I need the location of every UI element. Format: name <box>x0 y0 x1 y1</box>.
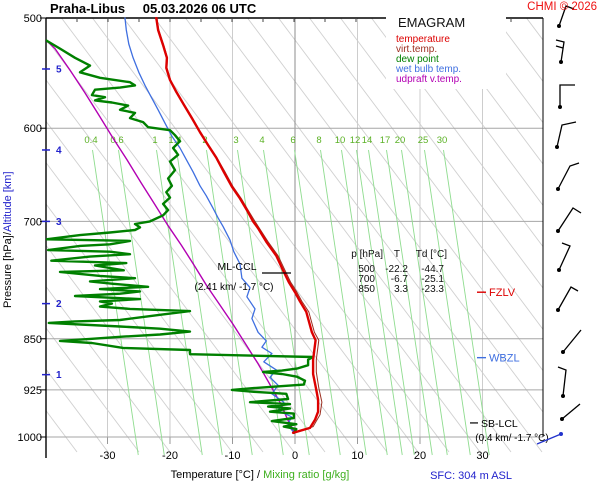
svg-text:4: 4 <box>259 135 264 146</box>
svg-text:-20: -20 <box>162 450 178 462</box>
svg-text:(0.4 km/ -1.7 °C): (0.4 km/ -1.7 °C) <box>475 433 548 444</box>
svg-text:(2.41 km/ -1.7 °C): (2.41 km/ -1.7 °C) <box>194 282 273 293</box>
svg-text:SB-LCL: SB-LCL <box>481 418 518 430</box>
pressure-tick-labels: 500 600 700 850 925 1000 <box>18 13 46 444</box>
chart-title: Praha-Libus 05.03.2026 06 UTC <box>50 1 270 16</box>
svg-text:30: 30 <box>437 135 448 146</box>
svg-text:850: 850 <box>358 284 375 295</box>
svg-text:500: 500 <box>358 264 375 275</box>
x-axis-caption: Temperature [°C] / Mixing ratio [g/kg] <box>170 469 350 481</box>
svg-text:4: 4 <box>56 145 62 156</box>
svg-text:0.4: 0.4 <box>84 135 97 146</box>
svg-text:-23.3: -23.3 <box>421 284 444 295</box>
svg-text:p [hPa]: p [hPa] <box>351 249 383 260</box>
svg-text:5: 5 <box>56 64 62 75</box>
svg-text:20: 20 <box>414 450 426 462</box>
temp-tick-labels: -30 -20 -10 0 10 20 30 <box>100 450 489 462</box>
mixing-ratio-labels: 0.4 0.6 1 1.4 2 3 4 6 8 10 12 14 17 20 25 30 <box>84 135 447 146</box>
y-axis-caption: Pressure [hPa] / Altitude [km] <box>2 171 14 309</box>
svg-text:3: 3 <box>233 135 238 146</box>
svg-text:10: 10 <box>335 135 346 146</box>
legend-entry-wet-bulb: wet bulb temp. <box>396 64 462 75</box>
pressure-axis-label: Pressure [hPa] <box>2 235 14 309</box>
annotation-sb-lcl: SB-LCL (0.4 km/ -1.7 °C) <box>470 418 549 444</box>
svg-text:-22.2: -22.2 <box>385 264 408 275</box>
svg-text:850: 850 <box>24 334 42 346</box>
svg-text:1: 1 <box>56 370 62 381</box>
station-name: Praha-Libus <box>50 1 126 16</box>
sounding-table: p [hPa] T Td [°C] 500 -22.2 -44.7 700 -6.7 -25.1… <box>351 249 447 295</box>
svg-text:-25.1: -25.1 <box>421 274 444 285</box>
svg-text:600: 600 <box>24 123 42 135</box>
svg-text:ML-CCL: ML-CCL <box>217 261 256 273</box>
svg-text:-6.7: -6.7 <box>391 274 409 285</box>
svg-text:500: 500 <box>24 13 42 25</box>
legend-title: EMAGRAM <box>398 15 466 30</box>
svg-text:WBZL: WBZL <box>489 353 520 365</box>
svg-text:700: 700 <box>24 216 42 228</box>
svg-text:0.6: 0.6 <box>110 135 123 146</box>
legend-entry-updraft: udpraft v.temp. <box>396 74 462 85</box>
altitude-tick-labels: 1 2 3 4 5 <box>42 64 62 381</box>
svg-text:10: 10 <box>351 450 363 462</box>
svg-text:25: 25 <box>418 135 429 146</box>
svg-text:30: 30 <box>476 450 488 462</box>
svg-text:20: 20 <box>395 135 406 146</box>
svg-text:12: 12 <box>350 135 361 146</box>
svg-text:700: 700 <box>358 274 375 285</box>
copyright-label: CHMI © 2026 <box>527 1 597 13</box>
temperature-axis-label: Temperature [°C] <box>170 469 254 481</box>
wind-barbs <box>536 5 582 445</box>
svg-text:14: 14 <box>362 135 373 146</box>
svg-text:FZLV: FZLV <box>489 287 516 299</box>
svg-text:Td [°C]: Td [°C] <box>416 249 447 260</box>
svg-text:8: 8 <box>316 135 321 146</box>
svg-text:3.3: 3.3 <box>394 284 408 295</box>
udpraft-v-temp-curve <box>46 39 295 433</box>
svg-text:-10: -10 <box>225 450 241 462</box>
annotation-ml-ccl: ML-CCL (2.41 km/ -1.7 °C) <box>194 261 291 293</box>
legend-entry-dew-point: dew point <box>396 54 439 65</box>
sounding-datetime: 05.03.2026 06 UTC <box>142 1 257 16</box>
svg-text:0: 0 <box>292 450 298 462</box>
svg-text:17: 17 <box>380 135 391 146</box>
legend-entry-virt-temp: virt.temp. <box>396 44 438 55</box>
annotation-fzlv: FZLV <box>477 287 516 299</box>
svg-text:T: T <box>394 249 400 260</box>
chart-legend: EMAGRAM temperature virt.temp. dew point… <box>386 13 506 89</box>
mixing-ratio-lines <box>92 149 490 456</box>
temperature-curve <box>155 17 320 434</box>
svg-text:1000: 1000 <box>18 432 42 444</box>
annotation-wbzl: WBZL <box>477 353 520 365</box>
svg-text:-30: -30 <box>100 450 116 462</box>
svg-text:3: 3 <box>56 217 62 228</box>
mixing-ratio-axis-label: Mixing ratio [g/kg] <box>263 469 350 481</box>
altitude-axis-label: Altitude [km] <box>2 171 14 233</box>
surface-elevation-label: SFC: 304 m ASL <box>430 470 512 482</box>
svg-text:1: 1 <box>152 135 157 146</box>
wet-bulb-temp-curve <box>124 17 295 434</box>
dew-point-curve <box>46 39 315 434</box>
svg-text:6: 6 <box>290 135 295 146</box>
svg-text:925: 925 <box>24 385 42 397</box>
svg-text:-44.7: -44.7 <box>421 264 444 275</box>
svg-text:2: 2 <box>56 299 62 310</box>
legend-entry-temperature: temperature <box>396 34 450 45</box>
